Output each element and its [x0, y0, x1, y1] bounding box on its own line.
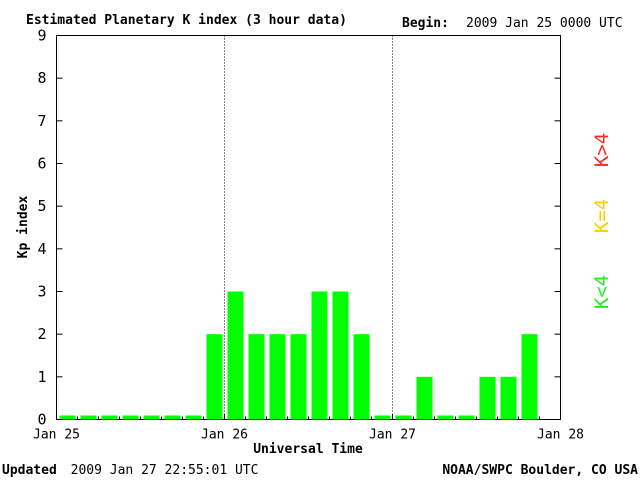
begin-label: Begin:: [402, 16, 449, 31]
x-axis-title: Universal Time: [253, 442, 363, 457]
x-tick-label: Jan 25: [33, 428, 80, 443]
y-axis: 0 1 2 3 4 5 6 7 8 9: [37, 27, 561, 429]
kp-bar: [521, 334, 538, 420]
kp-bar: [143, 415, 160, 420]
kp-bar: [185, 415, 202, 420]
kp-bar: [395, 415, 412, 420]
kp-bar: [353, 334, 370, 420]
updated-value: 2009 Jan 27 22:55:01 UTC: [71, 463, 259, 478]
y-tick-label: 2: [37, 325, 46, 343]
kp-bar: [248, 334, 265, 420]
legend-k-greater-4: K>4: [591, 133, 613, 167]
kp-bar: [122, 415, 139, 420]
kp-bar: [227, 291, 244, 420]
y-tick-label: 5: [37, 197, 46, 215]
chart-title: Estimated Planetary K index (3 hour data…: [26, 13, 347, 28]
y-tick-label: 9: [37, 27, 46, 45]
kp-bar: [332, 291, 349, 420]
kp-bar: [269, 334, 286, 420]
kp-bar: [80, 415, 97, 420]
kp-bar: [59, 415, 76, 420]
legend-k-equal-4: K=4: [591, 199, 613, 233]
y-tick-label: 3: [37, 283, 46, 301]
kp-bar: [101, 415, 118, 420]
x-tick-label: Jan 26: [201, 428, 248, 443]
x-tick-label: Jan 27: [369, 428, 416, 443]
x-axis: Jan 25 Jan 26 Jan 27 Jan 28: [33, 413, 584, 443]
legend-k-less-4: K<4: [591, 275, 613, 309]
updated-label-text: Updated: [2, 463, 57, 478]
kp-bar: [437, 415, 454, 420]
kp-bar: [458, 415, 475, 420]
kp-bar: [416, 376, 433, 420]
kp-bar: [164, 415, 181, 420]
kp-bar: [479, 376, 496, 420]
y-tick-label: 6: [37, 155, 46, 173]
y-tick-label: 4: [37, 240, 46, 258]
source-credit: NOAA/SWPC Boulder, CO USA: [442, 463, 638, 478]
kp-bars: [59, 291, 538, 420]
x-tick-label: Jan 28: [537, 428, 584, 443]
begin-value: 2009 Jan 25 0000 UTC: [466, 16, 623, 31]
kp-bar: [374, 415, 391, 420]
y-tick-label: 8: [37, 69, 46, 87]
y-tick-label: 1: [37, 368, 46, 386]
y-tick-label: 0: [37, 411, 46, 429]
kp-bar: [311, 291, 328, 420]
y-tick-label: 7: [37, 112, 46, 130]
kp-bar: [290, 334, 307, 420]
updated-label: Updated 2009 Jan 27 22:55:01 UTC: [2, 463, 258, 478]
kp-bar: [206, 334, 223, 420]
legend: K>4 K=4 K<4: [591, 133, 613, 309]
day-dividers: [224, 35, 393, 420]
plot-area: [56, 35, 561, 420]
kp-bar: [500, 376, 517, 420]
y-axis-title: Kp index: [16, 196, 31, 259]
